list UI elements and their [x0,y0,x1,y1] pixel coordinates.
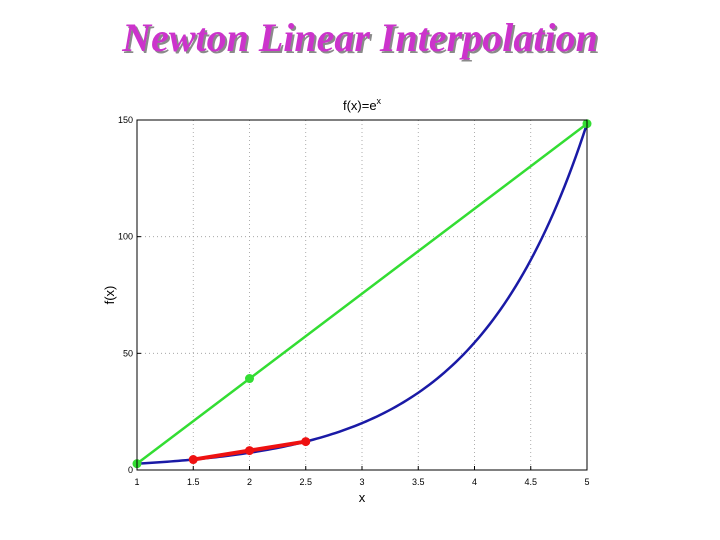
narrow-interpolant-marker [188,455,198,465]
slide-title: Newton Linear Interpolation [122,15,598,60]
y-tick-label: 0 [128,465,133,475]
y-tick-label: 50 [123,348,133,358]
x-tick-label: 3.5 [412,477,425,487]
x-tick-label: 5 [584,477,589,487]
chart-title: f(x)=ex [343,96,382,113]
y-tick-label: 100 [118,232,133,242]
x-tick-label: 4 [472,477,477,487]
x-tick-label: 2.5 [299,477,312,487]
y-axis-label: f(x) [102,286,117,305]
series-layer [132,119,592,469]
narrow-interpolant-marker [301,437,311,447]
x-tick-label: 1 [134,477,139,487]
y-tick-label: 150 [118,115,133,125]
x-tick-label: 1.5 [187,477,200,487]
wide-interpolant-marker [245,374,254,384]
x-axis-label: x [359,490,366,505]
x-tick-label: 2 [247,477,252,487]
narrow-interpolant-marker [245,446,254,456]
x-tick-label: 3 [359,477,364,487]
grid-lines [137,120,587,470]
wide-interpolant-line [136,122,588,465]
x-tick-label: 4.5 [524,477,537,487]
